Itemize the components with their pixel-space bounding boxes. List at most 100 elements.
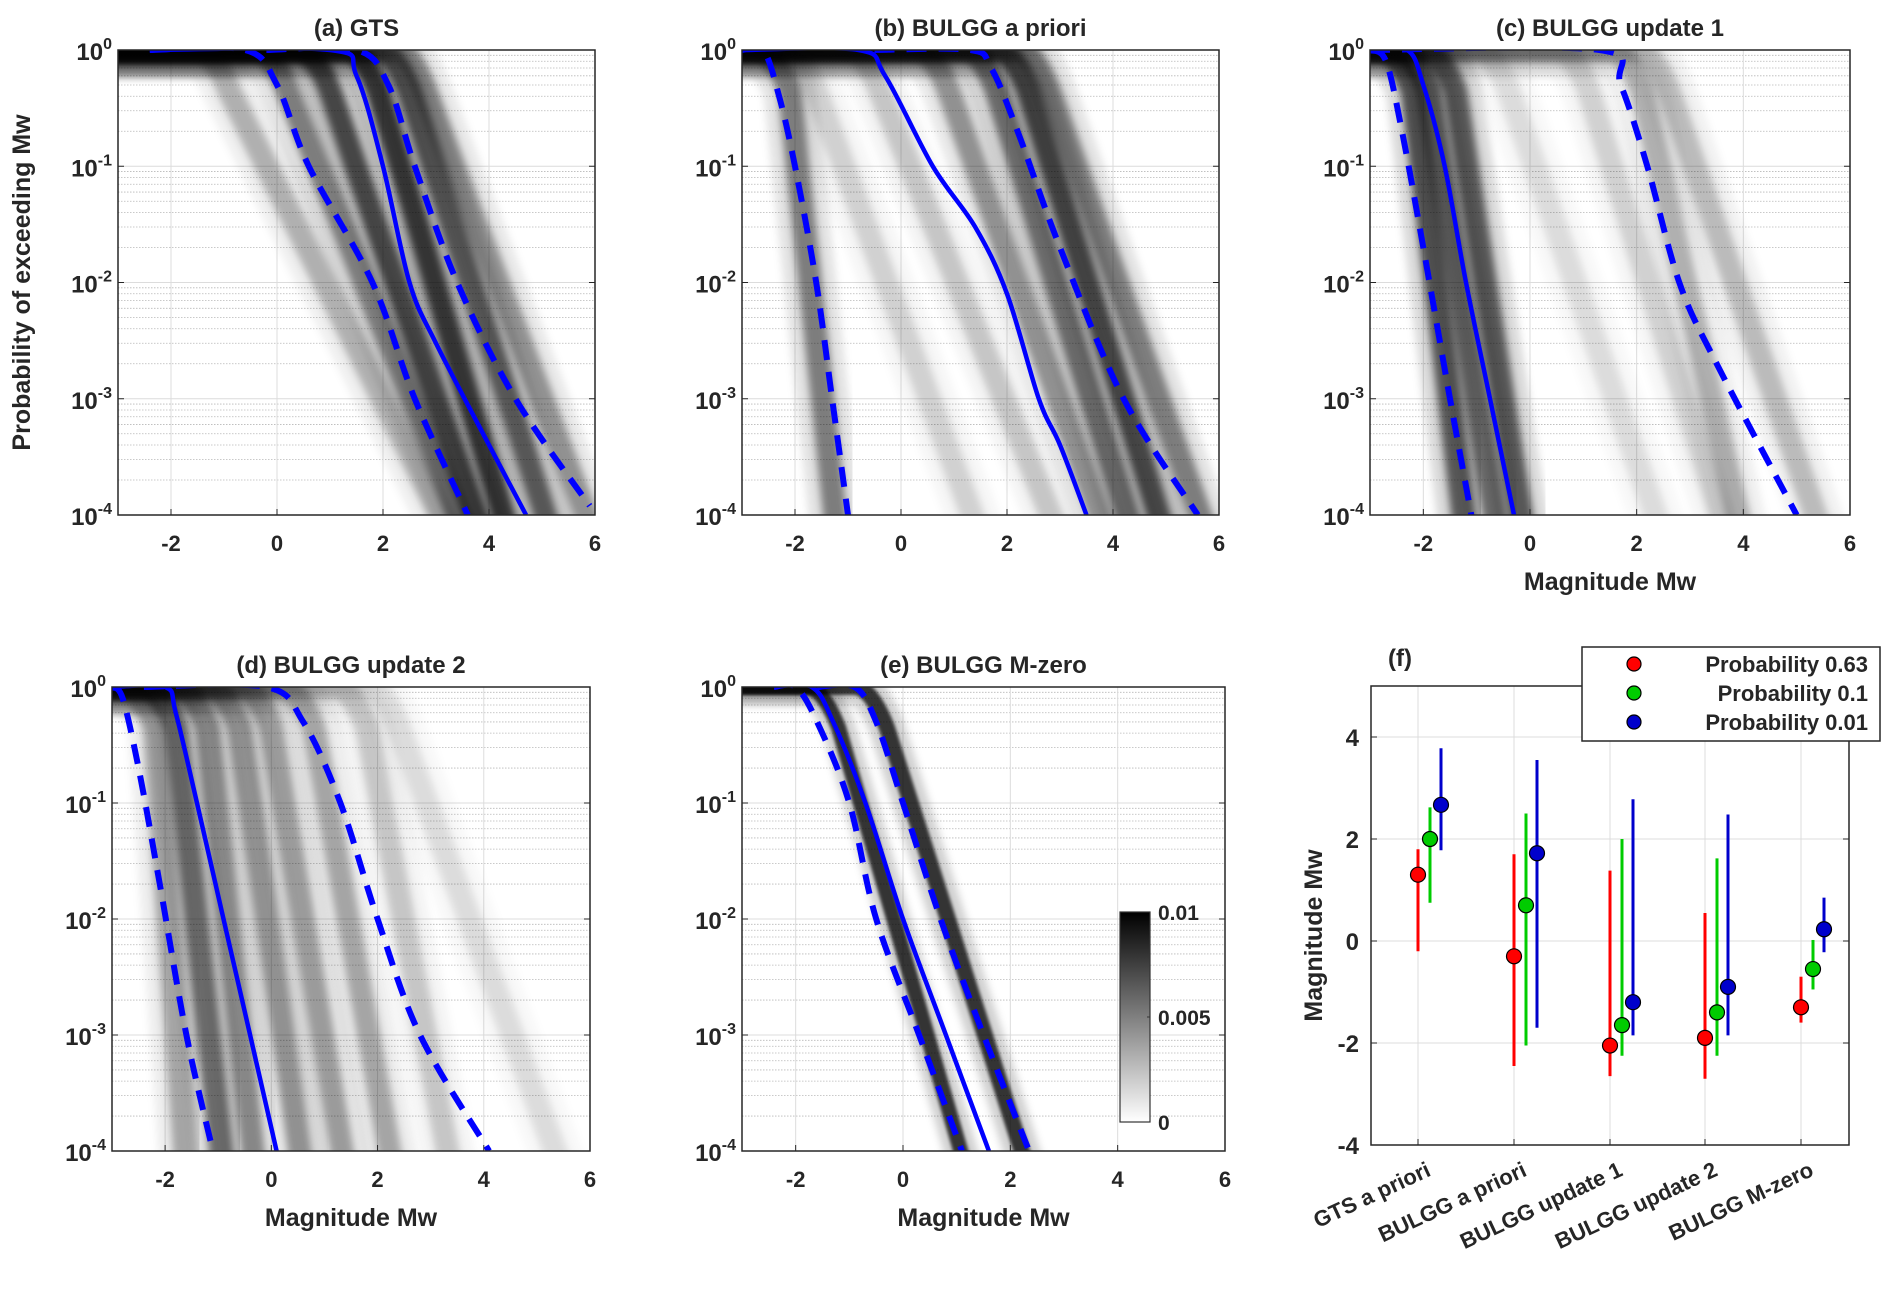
y-tick-exponent: -2 — [98, 269, 112, 286]
dashed-bound-curve — [1370, 50, 1475, 515]
legend-label: Probability 0.1 — [1718, 681, 1868, 706]
y-tick-exponent: 0 — [727, 36, 736, 53]
y-tick-exponent: -2 — [722, 905, 736, 922]
data-point — [1708, 1004, 1726, 1021]
y-axis-label: Probability of exceeding Mw — [8, 114, 36, 451]
density-heatmap — [112, 687, 568, 1151]
percentile-curves — [774, 687, 1032, 1151]
median-curve — [112, 687, 279, 1151]
density-band — [118, 50, 595, 515]
y-tick-exponent: -3 — [1350, 385, 1364, 402]
y-tick-base: 10 — [1323, 272, 1350, 299]
percentile-curves — [742, 50, 1201, 515]
y-tick-base: 10 — [695, 792, 722, 819]
panel-title: (b) BULGG a priori — [875, 15, 1087, 42]
dashed-bound-curve — [1370, 50, 1800, 515]
y-tick-label: 100 — [76, 36, 112, 66]
x-tick-label: 6 — [589, 531, 601, 556]
y-tick-exponent: -2 — [722, 269, 736, 286]
median-curve — [742, 50, 1089, 515]
y-tick-label: 10-1 — [65, 789, 106, 819]
y-tick-exponent: -4 — [98, 501, 112, 518]
data-point — [1815, 921, 1833, 938]
y-tick-base: 10 — [695, 1024, 722, 1051]
y-tick-exponent: -4 — [722, 1137, 736, 1154]
y-tick-base: 10 — [65, 1024, 92, 1051]
y-tick-base: 10 — [695, 155, 722, 182]
x-tick-label: 2 — [1631, 531, 1643, 556]
series-probability-0-1 — [1421, 807, 1822, 1056]
y-tick-label: 10-2 — [695, 905, 736, 935]
y-tick-base: 10 — [76, 39, 103, 66]
x-tick-label: 4 — [483, 531, 496, 556]
y-tick-label: -4 — [1338, 1133, 1360, 1160]
dashed-bound-curve — [742, 50, 851, 515]
panel-title: (a) GTS — [314, 15, 399, 42]
y-tick-label: 10-4 — [695, 1137, 736, 1167]
dashed-bound-curve — [774, 687, 965, 1151]
x-tick-label: 4 — [1107, 531, 1120, 556]
y-tick-exponent: -2 — [92, 905, 106, 922]
y-tick-base: 10 — [695, 908, 722, 935]
data-point — [1624, 994, 1642, 1011]
y-tick-exponent: -3 — [92, 1021, 106, 1038]
series-probability-0-01 — [1432, 748, 1833, 1036]
x-tick-label: 0 — [1524, 531, 1536, 556]
data-point — [1421, 830, 1439, 848]
y-tick-base: 10 — [65, 792, 92, 819]
y-tick-base: 10 — [695, 272, 722, 299]
y-tick-base: 10 — [1323, 388, 1350, 415]
y-tick-label: 10-1 — [695, 789, 736, 819]
y-tick-exponent: -4 — [722, 501, 736, 518]
data-point — [1432, 796, 1450, 813]
y-tick-base: 10 — [71, 504, 98, 531]
panel-title: (f) — [1388, 645, 1412, 672]
y-tick-label: 10-1 — [1323, 152, 1364, 182]
data-point — [1719, 978, 1737, 996]
y-tick-label: 0 — [1346, 929, 1359, 956]
colorbar-tick-label: 0.005 — [1158, 1007, 1211, 1030]
x-tick-label: 4 — [1737, 531, 1750, 556]
y-tick-base: 10 — [65, 1140, 92, 1167]
y-tick-label: 10-3 — [695, 385, 736, 415]
x-tick-label: -2 — [786, 1167, 806, 1192]
y-tick-label: 10-4 — [1323, 501, 1364, 531]
legend-marker — [1626, 685, 1642, 701]
x-tick-label: -2 — [1414, 531, 1434, 556]
panel-title: (e) BULGG M-zero — [880, 652, 1087, 679]
data-point — [1528, 845, 1546, 862]
data-point — [1792, 999, 1810, 1016]
y-tick-exponent: -3 — [98, 385, 112, 402]
y-tick-label: 10-2 — [71, 269, 112, 299]
y-tick-base: 10 — [1323, 155, 1350, 182]
x-tick-label: 2 — [1001, 531, 1013, 556]
y-tick-label: 100 — [700, 673, 736, 703]
y-tick-exponent: -4 — [92, 1137, 106, 1154]
y-tick-exponent: -1 — [98, 152, 112, 169]
x-axis-label: Magnitude Mw — [897, 1204, 1070, 1232]
y-tick-exponent: 0 — [1355, 36, 1364, 53]
data-point — [1601, 1037, 1619, 1054]
y-tick-label: 10-4 — [71, 501, 112, 531]
series-probability-0-63 — [1409, 849, 1810, 1079]
colorbar-tick-label: 0 — [1158, 1112, 1170, 1135]
y-tick-base: 10 — [700, 676, 727, 703]
x-tick-label: 2 — [1004, 1167, 1016, 1192]
y-tick-label: 10-3 — [71, 385, 112, 415]
data-point — [1505, 948, 1523, 965]
density-band — [112, 687, 568, 1151]
y-tick-label: 10-3 — [65, 1021, 106, 1051]
y-tick-base: 10 — [65, 908, 92, 935]
y-tick-exponent: -2 — [1350, 269, 1364, 286]
x-tick-label: -2 — [155, 1167, 175, 1192]
median-curve — [149, 50, 529, 515]
x-tick-label: 6 — [1213, 531, 1225, 556]
y-tick-base: 10 — [1328, 39, 1355, 66]
